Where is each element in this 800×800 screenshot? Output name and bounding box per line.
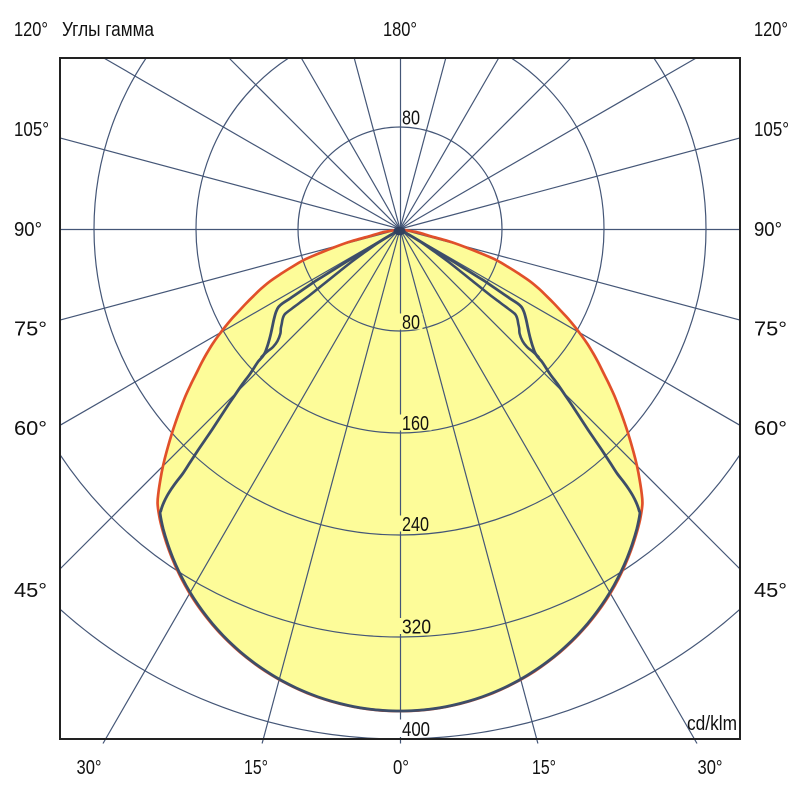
svg-text:180°: 180°: [383, 19, 417, 41]
svg-text:15°: 15°: [532, 757, 556, 779]
svg-text:60°: 60°: [14, 418, 47, 440]
svg-text:120°: 120°: [754, 19, 788, 41]
svg-text:0°: 0°: [393, 757, 409, 779]
svg-text:30°: 30°: [698, 757, 723, 779]
svg-text:30°: 30°: [77, 757, 102, 779]
svg-text:45°: 45°: [754, 580, 787, 602]
svg-text:Углы гамма: Углы гамма: [62, 19, 155, 41]
svg-text:15°: 15°: [244, 757, 268, 779]
svg-text:45°: 45°: [14, 580, 47, 602]
svg-text:90°: 90°: [754, 219, 782, 241]
svg-text:75°: 75°: [14, 319, 47, 341]
svg-text:105°: 105°: [754, 119, 789, 141]
svg-text:400: 400: [402, 719, 430, 741]
svg-text:80: 80: [402, 108, 420, 130]
svg-text:240: 240: [402, 514, 429, 536]
svg-text:60°: 60°: [754, 418, 787, 440]
svg-text:105°: 105°: [14, 119, 49, 141]
svg-text:160: 160: [402, 413, 429, 435]
svg-text:120°: 120°: [14, 19, 48, 41]
svg-text:320: 320: [402, 617, 431, 639]
svg-text:cd/klm: cd/klm: [687, 713, 737, 735]
svg-text:90°: 90°: [14, 219, 42, 241]
svg-text:80: 80: [402, 312, 420, 334]
svg-text:75°: 75°: [754, 319, 787, 341]
